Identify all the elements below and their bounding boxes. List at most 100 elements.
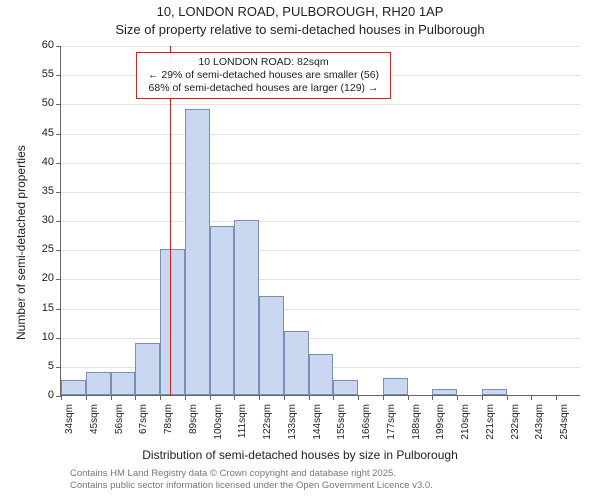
- x-tick: [408, 395, 409, 400]
- property-size-histogram: 10, LONDON ROAD, PULBOROUGH, RH20 1AP Si…: [0, 0, 600, 500]
- x-tick-label: 254sqm: [559, 404, 570, 444]
- histogram-bar: [234, 220, 259, 395]
- x-tick: [482, 395, 483, 400]
- histogram-bar: [135, 343, 160, 396]
- chart-title-line2: Size of property relative to semi-detach…: [0, 22, 600, 37]
- x-tick-label: 232sqm: [510, 404, 521, 444]
- gridline: [61, 309, 581, 310]
- y-tick-label: 60: [14, 39, 54, 51]
- gridline: [61, 46, 581, 47]
- y-tick: [56, 46, 61, 47]
- x-tick: [333, 395, 334, 400]
- y-tick-label: 20: [14, 272, 54, 284]
- gridline: [61, 192, 581, 193]
- gridline: [61, 250, 581, 251]
- x-tick-label: 67sqm: [138, 404, 149, 444]
- y-tick: [56, 367, 61, 368]
- y-tick: [56, 163, 61, 164]
- histogram-bar: [259, 296, 284, 395]
- y-tick-label: 25: [14, 243, 54, 255]
- x-tick: [160, 395, 161, 400]
- plot-area: 10 LONDON ROAD: 82sqm← 29% of semi-detac…: [60, 46, 580, 396]
- x-tick: [210, 395, 211, 400]
- y-tick-label: 35: [14, 185, 54, 197]
- x-tick: [383, 395, 384, 400]
- histogram-bar: [284, 331, 309, 395]
- x-tick-label: 199sqm: [435, 404, 446, 444]
- y-tick: [56, 309, 61, 310]
- y-tick: [56, 338, 61, 339]
- x-tick-label: 34sqm: [64, 404, 75, 444]
- x-tick: [507, 395, 508, 400]
- x-tick-label: 210sqm: [460, 404, 471, 444]
- chart-title-line1: 10, LONDON ROAD, PULBOROUGH, RH20 1AP: [0, 4, 600, 19]
- histogram-bar: [482, 389, 507, 395]
- gridline: [61, 163, 581, 164]
- histogram-bar: [61, 380, 86, 395]
- x-tick-label: 144sqm: [312, 404, 323, 444]
- x-tick: [185, 395, 186, 400]
- annotation-line: 10 LONDON ROAD: 82sqm: [143, 56, 384, 69]
- x-tick: [135, 395, 136, 400]
- gridline: [61, 134, 581, 135]
- x-tick-label: 45sqm: [89, 404, 100, 444]
- y-tick-label: 40: [14, 156, 54, 168]
- gridline: [61, 338, 581, 339]
- y-tick-label: 55: [14, 68, 54, 80]
- x-tick-label: 177sqm: [386, 404, 397, 444]
- y-tick-label: 10: [14, 331, 54, 343]
- histogram-bar: [210, 226, 235, 395]
- x-tick-label: 243sqm: [534, 404, 545, 444]
- x-tick: [284, 395, 285, 400]
- y-tick: [56, 104, 61, 105]
- gridline: [61, 104, 581, 105]
- footer-line-2: Contains public sector information licen…: [70, 480, 590, 492]
- y-tick: [56, 250, 61, 251]
- y-tick-label: 5: [14, 360, 54, 372]
- x-tick: [556, 395, 557, 400]
- y-tick: [56, 279, 61, 280]
- x-tick: [309, 395, 310, 400]
- x-tick: [61, 395, 62, 400]
- y-tick-label: 0: [14, 389, 54, 401]
- histogram-bar: [160, 249, 185, 395]
- x-tick-label: 221sqm: [485, 404, 496, 444]
- x-tick-label: 155sqm: [336, 404, 347, 444]
- x-tick: [457, 395, 458, 400]
- x-tick-label: 100sqm: [213, 404, 224, 444]
- x-tick-label: 111sqm: [237, 404, 248, 444]
- x-tick-label: 56sqm: [114, 404, 125, 444]
- x-tick-label: 133sqm: [287, 404, 298, 444]
- histogram-bar: [111, 372, 136, 395]
- y-tick-label: 15: [14, 302, 54, 314]
- x-tick-label: 166sqm: [361, 404, 372, 444]
- x-tick-label: 188sqm: [411, 404, 422, 444]
- histogram-bar: [86, 372, 111, 395]
- y-tick-label: 45: [14, 127, 54, 139]
- y-tick: [56, 134, 61, 135]
- x-tick-label: 78sqm: [163, 404, 174, 444]
- annotation-line: 68% of semi-detached houses are larger (…: [143, 82, 384, 95]
- gridline: [61, 221, 581, 222]
- y-tick-label: 30: [14, 214, 54, 226]
- histogram-bar: [432, 389, 457, 395]
- x-tick: [259, 395, 260, 400]
- y-tick-label: 50: [14, 97, 54, 109]
- x-tick: [111, 395, 112, 400]
- x-tick-label: 122sqm: [262, 404, 273, 444]
- y-tick: [56, 75, 61, 76]
- x-tick: [234, 395, 235, 400]
- attribution-footer: Contains HM Land Registry data © Crown c…: [70, 468, 590, 492]
- x-tick: [86, 395, 87, 400]
- y-tick: [56, 192, 61, 193]
- histogram-bar: [185, 109, 210, 395]
- x-tick: [432, 395, 433, 400]
- x-tick: [531, 395, 532, 400]
- x-tick-label: 89sqm: [188, 404, 199, 444]
- histogram-bar: [309, 354, 334, 395]
- footer-line-1: Contains HM Land Registry data © Crown c…: [70, 468, 590, 480]
- annotation-box: 10 LONDON ROAD: 82sqm← 29% of semi-detac…: [136, 52, 391, 99]
- histogram-bar: [333, 380, 358, 395]
- annotation-line: ← 29% of semi-detached houses are smalle…: [143, 69, 384, 82]
- y-tick: [56, 221, 61, 222]
